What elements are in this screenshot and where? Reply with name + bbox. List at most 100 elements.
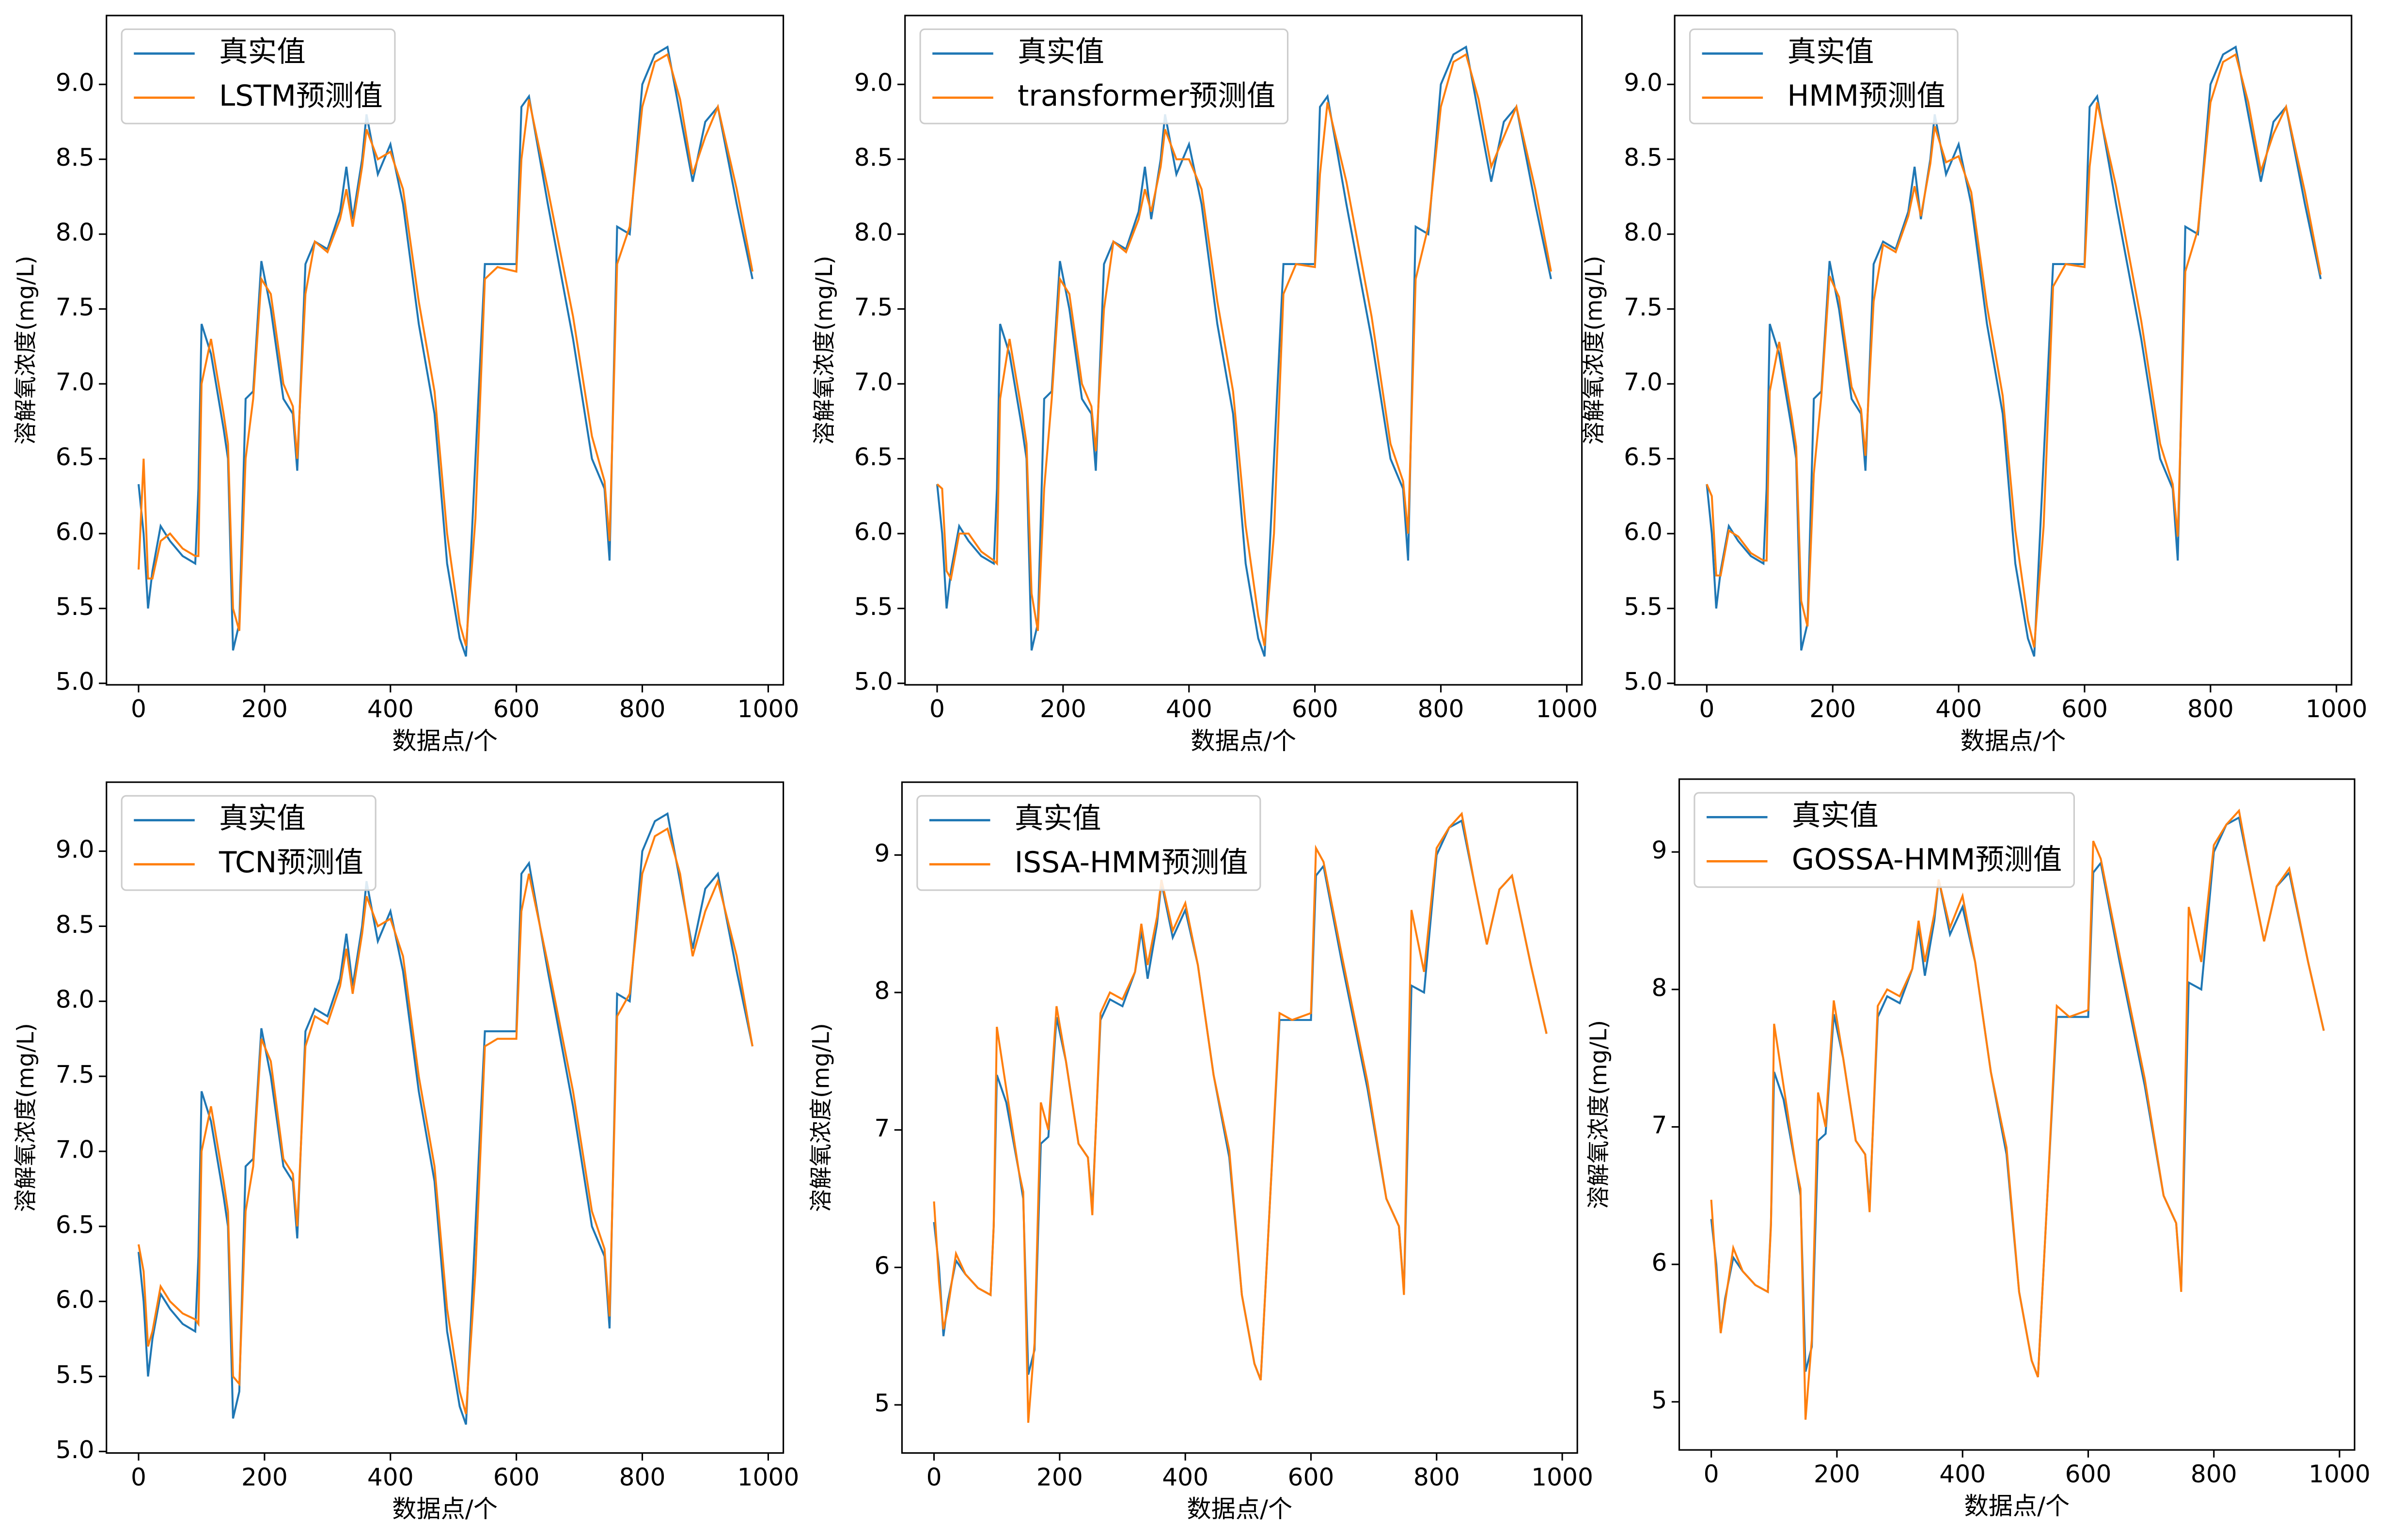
y-axis-label: 溶解氧浓度(mg/L) xyxy=(13,256,39,445)
legend-label: 真实值 xyxy=(1018,35,1104,69)
y-tick-label: 6 xyxy=(874,1251,890,1280)
y-tick-label: 7.0 xyxy=(56,1135,94,1163)
subplot: 0 200 400 600 800 1000 5.0 5.5 6.0 6.5 7.0 7.5 8.0 8.… xyxy=(811,15,1598,755)
y-tick-label: 7 xyxy=(874,1114,890,1142)
y-tick-label: 8.0 xyxy=(854,218,893,247)
x-tick-label: 1000 xyxy=(737,1462,800,1491)
y-tick-label: 6.0 xyxy=(854,518,893,546)
x-axis-label: 数据点/个 xyxy=(1187,1494,1292,1523)
y-tick-label: 7.5 xyxy=(56,293,94,321)
x-tick-label: 800 xyxy=(2187,694,2234,723)
y-tick-label: 5.5 xyxy=(854,592,893,621)
legend: 真实值 LSTM预测值 xyxy=(121,28,396,125)
y-tick-label: 7.5 xyxy=(854,293,893,321)
legend: 真实值 TCN预测值 xyxy=(121,795,377,891)
x-axis-label: 数据点/个 xyxy=(1964,1492,2070,1520)
y-tick-label: 6.0 xyxy=(56,518,94,546)
y-axis-label: 溶解氧浓度(mg/L) xyxy=(13,1023,39,1212)
x-tick-label: 800 xyxy=(619,1462,666,1491)
legend-box xyxy=(916,795,1261,891)
x-tick-label: 400 xyxy=(1166,694,1212,723)
y-tick-label: 9.0 xyxy=(56,68,94,97)
y-tick-label: 6.5 xyxy=(56,1210,94,1239)
x-tick-label: 600 xyxy=(2061,694,2108,723)
x-tick-label: 200 xyxy=(1040,694,1086,723)
legend-label: 真实值 xyxy=(1787,35,1874,69)
subplot: 0 200 400 600 800 1000 5 6 7 8 9 数据点/个 溶解氧浓度(mg/L) 真实… xyxy=(808,781,1593,1523)
series-line xyxy=(933,811,1548,1423)
y-tick-label: 8.0 xyxy=(1624,218,1663,247)
x-tick-label: 0 xyxy=(1699,694,1714,723)
y-tick-label: 9.0 xyxy=(854,68,893,97)
x-tick-label: 0 xyxy=(929,694,945,723)
x-tick-label: 800 xyxy=(2191,1460,2237,1488)
x-tick-label: 0 xyxy=(131,1462,146,1491)
y-axis-label: 溶解氧浓度(mg/L) xyxy=(1585,1020,1612,1209)
y-tick-label: 7.5 xyxy=(1624,293,1663,321)
y-tick-label: 6.0 xyxy=(56,1285,94,1314)
y-tick-label: 6.5 xyxy=(56,442,94,471)
y-tick-label: 5 xyxy=(874,1389,890,1417)
y-tick-label: 5.0 xyxy=(56,667,94,696)
x-tick-label: 200 xyxy=(1036,1462,1083,1491)
subplot: 0 200 400 600 800 1000 5.0 5.5 6.0 6.5 7.0 7.5 8.0 8.… xyxy=(1581,15,2368,755)
x-tick-label: 1000 xyxy=(1536,694,1598,723)
x-tick-label: 1000 xyxy=(2306,694,2368,723)
x-tick-label: 600 xyxy=(493,1462,540,1491)
x-tick-label: 0 xyxy=(131,694,146,723)
y-tick-label: 8.0 xyxy=(56,218,94,247)
legend-label: HMM预测值 xyxy=(1787,79,1946,113)
axes-frame xyxy=(1674,15,2353,686)
x-tick-label: 400 xyxy=(1939,1460,1986,1488)
subplot: 0 200 400 600 800 1000 5.0 5.5 6.0 6.5 7.0 7.5 8.0 8.… xyxy=(13,15,799,755)
x-tick-label: 400 xyxy=(1935,694,1982,723)
legend: 真实值 ISSA-HMM预测值 xyxy=(916,795,1261,891)
y-tick-label: 8 xyxy=(1651,973,1667,1002)
subplot: 0 200 400 600 800 1000 5.0 5.5 6.0 6.5 7.0 7.5 8.0 8.… xyxy=(13,781,800,1523)
y-tick-label: 6.0 xyxy=(1624,518,1663,546)
legend-label: 真实值 xyxy=(1015,802,1101,835)
y-tick-label: 7.0 xyxy=(854,368,893,396)
series-line xyxy=(936,53,1552,646)
x-tick-label: 800 xyxy=(619,694,666,723)
axes-frame xyxy=(106,781,785,1454)
y-tick-label: 5.0 xyxy=(854,667,893,696)
subplot: 0 200 400 600 800 1000 5 6 7 8 9 数据点/个 溶解氧浓度(mg/L) 真实… xyxy=(1585,778,2370,1520)
y-axis-label: 溶解氧浓度(mg/L) xyxy=(1581,256,1607,445)
x-tick-label: 600 xyxy=(2065,1460,2112,1488)
y-tick-label: 8.0 xyxy=(56,985,94,1014)
x-tick-label: 800 xyxy=(1418,694,1464,723)
legend: 真实值 HMM预测值 xyxy=(1689,28,1959,125)
y-tick-label: 9 xyxy=(1651,836,1667,864)
y-tick-label: 5.5 xyxy=(1624,592,1663,621)
plot-area xyxy=(905,16,1582,685)
y-tick-label: 8.5 xyxy=(854,143,893,172)
legend-label: TCN预测值 xyxy=(219,846,363,880)
y-tick-label: 7 xyxy=(1651,1111,1667,1139)
series-line xyxy=(1706,53,2322,648)
y-tick-label: 8 xyxy=(874,976,890,1005)
x-tick-label: 0 xyxy=(1704,1460,1719,1488)
x-axis-label: 数据点/个 xyxy=(392,726,498,755)
axes-frame xyxy=(106,15,785,686)
legend: 真实值 GOSSA-HMM预测值 xyxy=(1694,792,2075,888)
y-tick-label: 8.5 xyxy=(1624,143,1663,172)
y-axis-label: 溶解氧浓度(mg/L) xyxy=(811,256,838,445)
legend-box xyxy=(919,28,1289,125)
y-tick-label: 6 xyxy=(1651,1248,1667,1277)
x-tick-label: 200 xyxy=(1814,1460,1860,1488)
y-axis-label: 溶解氧浓度(mg/L) xyxy=(808,1023,835,1212)
y-tick-label: 6.5 xyxy=(1624,442,1663,471)
x-axis-label: 数据点/个 xyxy=(1961,726,2066,755)
y-tick-label: 9 xyxy=(874,839,890,867)
x-tick-label: 200 xyxy=(1809,694,1856,723)
legend-label: 真实值 xyxy=(219,802,306,835)
y-tick-label: 9.0 xyxy=(1624,68,1663,97)
y-tick-label: 6.5 xyxy=(854,442,893,471)
series-line xyxy=(137,827,753,1414)
y-tick-label: 5.0 xyxy=(1624,667,1663,696)
x-tick-label: 800 xyxy=(1413,1462,1460,1491)
legend-label: transformer预测值 xyxy=(1018,79,1275,113)
